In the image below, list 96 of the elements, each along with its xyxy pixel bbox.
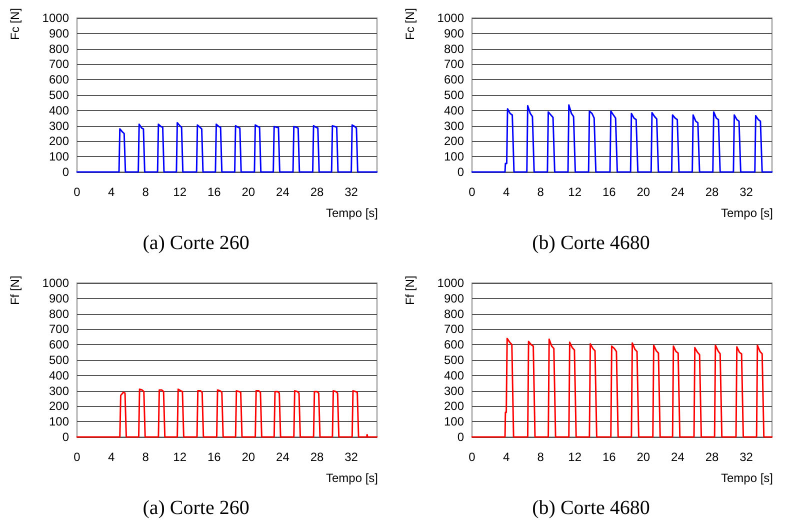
y-tick-label: 800 bbox=[444, 306, 464, 321]
x-axis-title: Tempo [s] bbox=[326, 206, 378, 220]
y-tick-label: 900 bbox=[444, 291, 464, 306]
text: (b) Corte 4680 bbox=[532, 232, 650, 254]
x-tick-label: 24 bbox=[276, 185, 290, 199]
y-tick-label: 900 bbox=[48, 291, 70, 306]
y-tick-label: 0 bbox=[457, 165, 464, 179]
x-tick-label: 0 bbox=[74, 185, 81, 199]
x-tick-label: 28 bbox=[310, 450, 324, 464]
x-tick-label: 16 bbox=[207, 185, 222, 199]
y-tick-label: 800 bbox=[444, 42, 464, 56]
x-tick-label: 28 bbox=[310, 185, 324, 199]
y-axis-title: Fc [N] bbox=[403, 8, 417, 40]
x-tick-label: 32 bbox=[344, 450, 358, 464]
y-tick-label: 600 bbox=[444, 338, 464, 352]
y-axis-title: Fc [N] bbox=[8, 8, 22, 40]
y-tick-label: 1000 bbox=[437, 276, 464, 290]
x-tick-label: 20 bbox=[242, 185, 256, 199]
x-axis-title: Tempo [s] bbox=[326, 471, 378, 485]
x-tick-label: 32 bbox=[740, 450, 754, 464]
y-tick-label: 900 bbox=[444, 26, 464, 40]
y-tick-label: 1000 bbox=[437, 11, 464, 25]
y-tick-label: 200 bbox=[444, 399, 464, 414]
text: (a) Corte 260 bbox=[142, 497, 250, 519]
y-tick-label: 200 bbox=[444, 134, 464, 148]
x-tick-label: 16 bbox=[602, 185, 616, 199]
y-tick-label: 700 bbox=[48, 57, 70, 72]
y-tick-label: 100 bbox=[444, 150, 464, 164]
y-tick-label: 1000 bbox=[42, 276, 70, 290]
x-tick-label: 8 bbox=[142, 185, 150, 199]
line-series bbox=[76, 122, 378, 173]
y-axis-title: Ff [N] bbox=[403, 276, 417, 305]
y-tick-label: 800 bbox=[48, 306, 70, 321]
y-tick-label: 500 bbox=[48, 353, 70, 367]
y-axis-title: Ff [N] bbox=[8, 276, 22, 305]
x-axis-title: Tempo [s] bbox=[720, 471, 774, 485]
y-tick-label: 800 bbox=[48, 42, 70, 56]
line-series bbox=[76, 388, 378, 438]
y-tick-label: 900 bbox=[48, 26, 70, 40]
y-tick-label: 200 bbox=[48, 399, 70, 414]
line-series bbox=[471, 104, 773, 173]
y-tick-label: 0 bbox=[62, 430, 70, 444]
x-tick-label: 24 bbox=[671, 185, 685, 199]
x-tick-label: 16 bbox=[602, 450, 616, 464]
x-tick-label: 12 bbox=[173, 450, 187, 464]
y-tick-label: 300 bbox=[444, 118, 464, 133]
x-tick-label: 28 bbox=[705, 185, 719, 199]
y-tick-label: 100 bbox=[48, 150, 70, 164]
x-tick-label: 0 bbox=[468, 450, 476, 464]
x-tick-label: 0 bbox=[74, 450, 81, 464]
y-tick-label: 300 bbox=[444, 384, 464, 398]
y-tick-label: 200 bbox=[48, 134, 70, 148]
x-tick-label: 28 bbox=[705, 450, 719, 464]
y-tick-label: 0 bbox=[457, 430, 464, 444]
y-tick-label: 600 bbox=[48, 72, 70, 87]
x-tick-label: 4 bbox=[108, 185, 115, 199]
x-tick-label: 8 bbox=[142, 450, 150, 464]
x-tick-label: 0 bbox=[468, 185, 476, 199]
y-tick-label: 700 bbox=[48, 322, 70, 336]
x-tick-label: 8 bbox=[537, 185, 544, 199]
x-tick-label: 32 bbox=[740, 185, 754, 199]
y-tick-label: 500 bbox=[444, 88, 464, 102]
y-tick-label: 600 bbox=[444, 72, 464, 87]
y-tick-label: 500 bbox=[48, 88, 70, 102]
x-tick-label: 20 bbox=[636, 185, 650, 199]
x-tick-label: 20 bbox=[242, 450, 256, 464]
x-tick-label: 24 bbox=[671, 450, 685, 464]
y-tick-label: 700 bbox=[444, 322, 464, 336]
x-tick-label: 4 bbox=[108, 450, 115, 464]
y-tick-label: 100 bbox=[48, 414, 70, 429]
x-tick-label: 12 bbox=[568, 185, 582, 199]
x-axis-title: Tempo [s] bbox=[720, 206, 774, 220]
y-tick-label: 0 bbox=[62, 165, 70, 179]
x-tick-label: 4 bbox=[502, 450, 510, 464]
text: (a) Corte 260 bbox=[142, 232, 250, 254]
x-tick-label: 4 bbox=[502, 185, 510, 199]
y-tick-label: 400 bbox=[48, 368, 70, 382]
y-tick-label: 400 bbox=[444, 103, 464, 118]
x-tick-label: 8 bbox=[537, 450, 544, 464]
y-tick-label: 700 bbox=[444, 57, 464, 72]
text: (b) Corte 4680 bbox=[532, 497, 650, 519]
y-tick-label: 300 bbox=[48, 118, 70, 133]
x-tick-label: 20 bbox=[636, 450, 650, 464]
y-tick-label: 400 bbox=[444, 368, 464, 382]
x-tick-label: 16 bbox=[207, 450, 222, 464]
y-tick-label: 400 bbox=[48, 103, 70, 118]
y-tick-label: 500 bbox=[444, 353, 464, 367]
y-tick-label: 1000 bbox=[42, 11, 70, 25]
x-tick-label: 12 bbox=[568, 450, 582, 464]
y-tick-label: 100 bbox=[444, 414, 464, 429]
x-tick-label: 32 bbox=[344, 185, 358, 199]
y-tick-label: 600 bbox=[48, 338, 70, 352]
x-tick-label: 12 bbox=[173, 185, 187, 199]
y-tick-label: 300 bbox=[48, 384, 70, 398]
x-tick-label: 24 bbox=[276, 450, 290, 464]
line-series bbox=[471, 338, 773, 438]
